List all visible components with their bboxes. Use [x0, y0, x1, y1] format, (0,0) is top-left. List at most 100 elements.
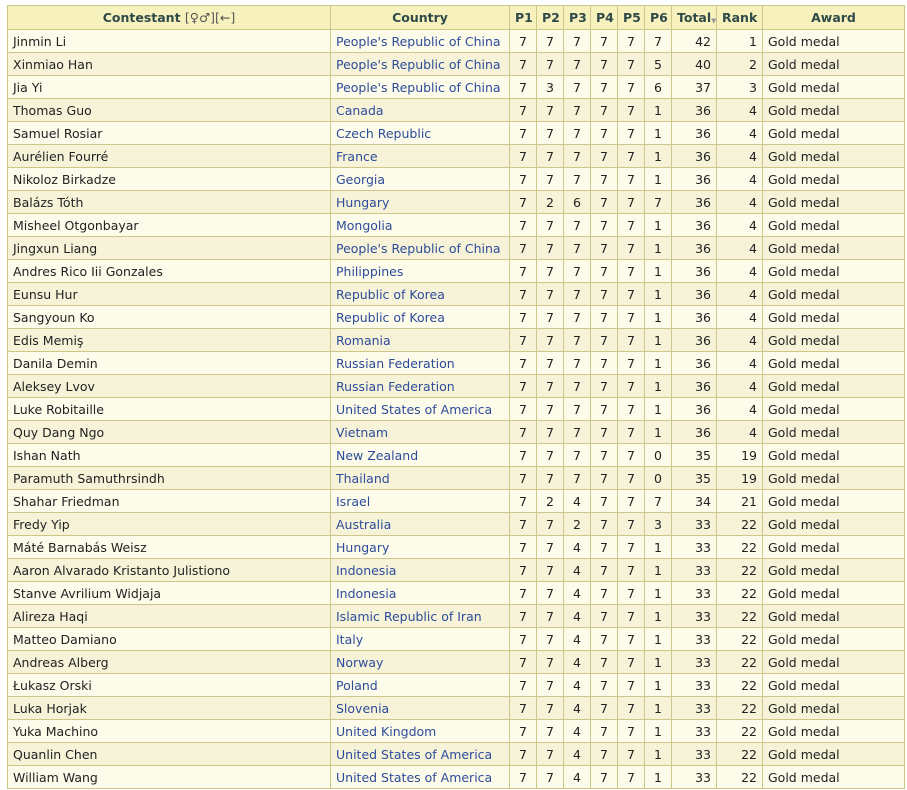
total-score: 37 [671, 75, 717, 99]
total-score: 33 [671, 512, 717, 536]
rank: 19 [716, 466, 763, 490]
total-score: 36 [671, 305, 717, 329]
score-p3: 7 [563, 443, 591, 467]
country-link[interactable]: People's Republic of China [330, 236, 510, 260]
country-link[interactable]: Philippines [330, 259, 510, 283]
country-link[interactable]: Georgia [330, 167, 510, 191]
rank: 22 [716, 719, 763, 743]
contestant-name: Eunsu Hur [7, 282, 331, 306]
header-p4[interactable]: P4 [590, 5, 618, 30]
country-link[interactable]: France [330, 144, 510, 168]
score-p1: 7 [509, 144, 537, 168]
total-score: 35 [671, 466, 717, 490]
award: Gold medal [762, 259, 905, 283]
score-p4: 7 [590, 558, 618, 582]
score-p6: 1 [644, 98, 672, 122]
score-p6: 1 [644, 374, 672, 398]
header-p3[interactable]: P3 [563, 5, 591, 30]
score-p5: 7 [617, 581, 645, 605]
country-link[interactable]: Israel [330, 489, 510, 513]
country-link[interactable]: People's Republic of China [330, 29, 510, 53]
country-link[interactable]: Canada [330, 98, 510, 122]
total-score: 33 [671, 673, 717, 697]
country-link[interactable]: Thailand [330, 466, 510, 490]
country-link[interactable]: Mongolia [330, 213, 510, 237]
country-link[interactable]: Russian Federation [330, 351, 510, 375]
contestant-name: Andreas Alberg [7, 650, 331, 674]
rank: 22 [716, 673, 763, 697]
country-link[interactable]: Slovenia [330, 696, 510, 720]
country-link[interactable]: Norway [330, 650, 510, 674]
score-p2: 2 [536, 190, 564, 214]
score-p2: 7 [536, 236, 564, 260]
country-link[interactable]: United States of America [330, 397, 510, 421]
contestant-name: Edis Memiş [7, 328, 331, 352]
table-row: Ishan Nath New Zealand 7 7 7 7 7 0 35 19 Gold meda… [7, 443, 905, 467]
header-p2[interactable]: P2 [536, 5, 564, 30]
header-p5[interactable]: P5 [617, 5, 645, 30]
header-award[interactable]: Award [762, 5, 905, 30]
table-row: Balázs Tóth Hungary 7 2 6 7 7 7 36 4 Gold medal [7, 190, 905, 214]
country-link[interactable]: Italy [330, 627, 510, 651]
table-row: Luka Horjak Slovenia 7 7 4 7 7 1 33 22 Gold medal [7, 696, 905, 720]
score-p6: 1 [644, 213, 672, 237]
contestant-name: Balázs Tóth [7, 190, 331, 214]
header-total[interactable]: Total▼ [671, 5, 717, 30]
country-link[interactable]: Vietnam [330, 420, 510, 444]
country-link[interactable]: Indonesia [330, 558, 510, 582]
country-link[interactable]: Republic of Korea [330, 305, 510, 329]
contestant-name: Fredy Yip [7, 512, 331, 536]
total-score: 36 [671, 351, 717, 375]
header-rank[interactable]: Rank [716, 5, 763, 30]
country-link[interactable]: Poland [330, 673, 510, 697]
country-link[interactable]: Hungary [330, 190, 510, 214]
header-p1[interactable]: P1 [509, 5, 537, 30]
country-link[interactable]: United States of America [330, 742, 510, 766]
table-row: Nikoloz Birkadze Georgia 7 7 7 7 7 1 36 4 Gold med… [7, 167, 905, 191]
country-link[interactable]: Islamic Republic of Iran [330, 604, 510, 628]
country-link[interactable]: Czech Republic [330, 121, 510, 145]
header-contestant[interactable]: Contestant [♀♂][←] [7, 5, 331, 30]
contestant-name: Łukasz Orski [7, 673, 331, 697]
country-link[interactable]: People's Republic of China [330, 52, 510, 76]
award: Gold medal [762, 98, 905, 122]
country-link[interactable]: Romania [330, 328, 510, 352]
award: Gold medal [762, 420, 905, 444]
gender-sort-icons[interactable]: [♀♂][←] [184, 10, 236, 25]
rank: 22 [716, 742, 763, 766]
award: Gold medal [762, 328, 905, 352]
country-link[interactable]: New Zealand [330, 443, 510, 467]
score-p5: 7 [617, 397, 645, 421]
score-p2: 7 [536, 328, 564, 352]
score-p5: 7 [617, 466, 645, 490]
score-p6: 1 [644, 167, 672, 191]
score-p3: 4 [563, 489, 591, 513]
total-score: 33 [671, 742, 717, 766]
country-link[interactable]: United States of America [330, 765, 510, 789]
country-link[interactable]: Republic of Korea [330, 282, 510, 306]
country-link[interactable]: Russian Federation [330, 374, 510, 398]
header-country[interactable]: Country [330, 5, 510, 30]
country-link[interactable]: United Kingdom [330, 719, 510, 743]
table-row: Jia Yi People's Republic of China 7 3 7 7 7 6 37… [7, 75, 905, 99]
score-p4: 7 [590, 742, 618, 766]
country-link[interactable]: Hungary [330, 535, 510, 559]
country-link[interactable]: Australia [330, 512, 510, 536]
rank: 4 [716, 98, 763, 122]
contestant-name: Luka Horjak [7, 696, 331, 720]
score-p1: 7 [509, 305, 537, 329]
award: Gold medal [762, 604, 905, 628]
sort-desc-icon[interactable]: ▼ [711, 17, 717, 25]
score-p2: 7 [536, 696, 564, 720]
score-p3: 7 [563, 397, 591, 421]
country-link[interactable]: Indonesia [330, 581, 510, 605]
rank: 4 [716, 190, 763, 214]
score-p5: 7 [617, 351, 645, 375]
rank: 4 [716, 144, 763, 168]
table-row: Eunsu Hur Republic of Korea 7 7 7 7 7 1 36 4 Gold … [7, 282, 905, 306]
total-score: 36 [671, 397, 717, 421]
table-row: Danila Demin Russian Federation 7 7 7 7 7 1 36 4 G… [7, 351, 905, 375]
country-link[interactable]: People's Republic of China [330, 75, 510, 99]
header-p6[interactable]: P6 [644, 5, 672, 30]
score-p2: 7 [536, 52, 564, 76]
